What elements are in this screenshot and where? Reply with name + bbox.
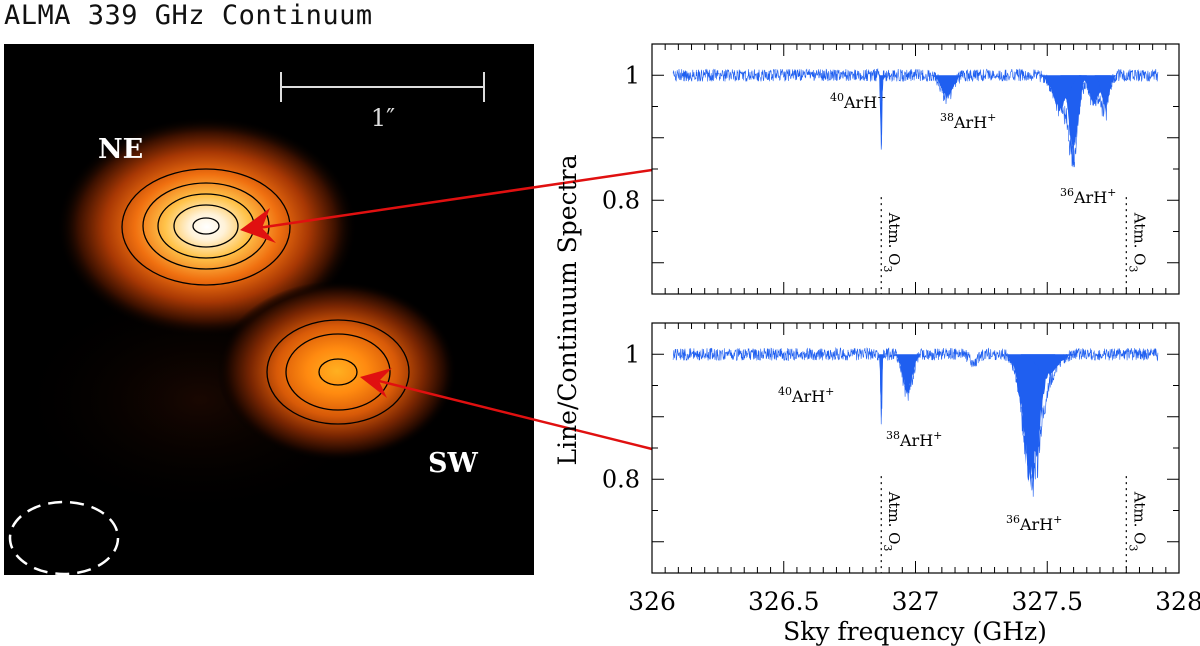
arh-line-label: 38ArH+ xyxy=(940,111,996,132)
ne-spectrum-line xyxy=(672,67,1159,168)
ne-arrow-head xyxy=(240,208,276,243)
beam-ellipse xyxy=(8,500,120,576)
ne-arrow-line xyxy=(257,168,653,230)
arh-line-label: 38ArH+ xyxy=(886,429,942,450)
x-tick-label: 326 xyxy=(628,587,676,616)
x-tick-label: 327 xyxy=(892,587,940,616)
axis-ticks xyxy=(651,43,1180,295)
x-tick-label: 326.5 xyxy=(748,587,820,616)
arh-line-label: 36ArH+ xyxy=(1006,513,1062,534)
connector-arrows xyxy=(240,168,653,451)
absorption-feature xyxy=(1039,75,1082,112)
continuum-image-panel: 1″ NE SW xyxy=(4,44,534,576)
y-tick-label: 1 xyxy=(625,340,640,368)
y-axis-label: Line/Continuum Spectra xyxy=(553,154,582,465)
arh-line-label: 40ArH+ xyxy=(830,91,886,112)
figure-title: ALMA 339 GHz Continuum xyxy=(4,0,373,31)
atm-o3-label: Atm. O3 xyxy=(1126,212,1148,273)
absorption-feature xyxy=(879,354,884,427)
y-tick-label: 1 xyxy=(625,61,640,89)
ne-source-emission xyxy=(57,117,357,337)
absorption-feature xyxy=(894,354,921,396)
sw-spectrum-line xyxy=(672,347,1159,497)
y-tick-label: 0.8 xyxy=(602,186,640,214)
arh-line-label: 36ArH+ xyxy=(1060,186,1116,207)
line-annotations: 40ArH+ 38ArH+ 36ArH+ xyxy=(778,385,1062,534)
sw-source-emission xyxy=(217,281,457,461)
ne-source-label: NE xyxy=(98,134,143,165)
absorption-feature xyxy=(1020,354,1074,379)
x-axis-label: Sky frequency (GHz) xyxy=(783,617,1047,646)
atm-o3-markers: Atm. O3 Atm. O3 xyxy=(880,197,1148,294)
absorption-feature xyxy=(879,75,884,147)
scale-bar xyxy=(280,72,485,102)
y-tick-labels: 0.81 xyxy=(602,340,640,493)
absorption-feature xyxy=(1007,354,1056,489)
y-tick-labels: 0.81 xyxy=(602,61,640,214)
axis-ticks xyxy=(651,322,1180,574)
absorption-feature xyxy=(1094,75,1116,113)
y-tick-label: 0.8 xyxy=(602,465,640,493)
x-tick-label: 327.5 xyxy=(1011,587,1083,616)
x-tick-label: 328 xyxy=(1155,587,1200,616)
sw-source-label: SW xyxy=(428,448,478,479)
sw-contours xyxy=(266,319,410,425)
sw-arrow-line xyxy=(374,378,653,451)
arh-line-label: 40ArH+ xyxy=(778,385,834,406)
sw-arrow-head xyxy=(360,368,392,398)
atm-o3-markers: Atm. O3 Atm. O3 xyxy=(880,476,1148,573)
atm-o3-label: Atm. O3 xyxy=(881,491,903,552)
atm-o3-label: Atm. O3 xyxy=(881,212,903,273)
line-annotations: 40ArH+ 38ArH+ 36ArH+ xyxy=(830,91,1116,207)
scale-bar-label: 1″ xyxy=(371,104,395,132)
absorption-feature xyxy=(931,75,963,99)
atm-o3-label: Atm. O3 xyxy=(1126,491,1148,552)
x-tick-labels: 326 326.5 327 327.5 328 xyxy=(628,587,1200,616)
